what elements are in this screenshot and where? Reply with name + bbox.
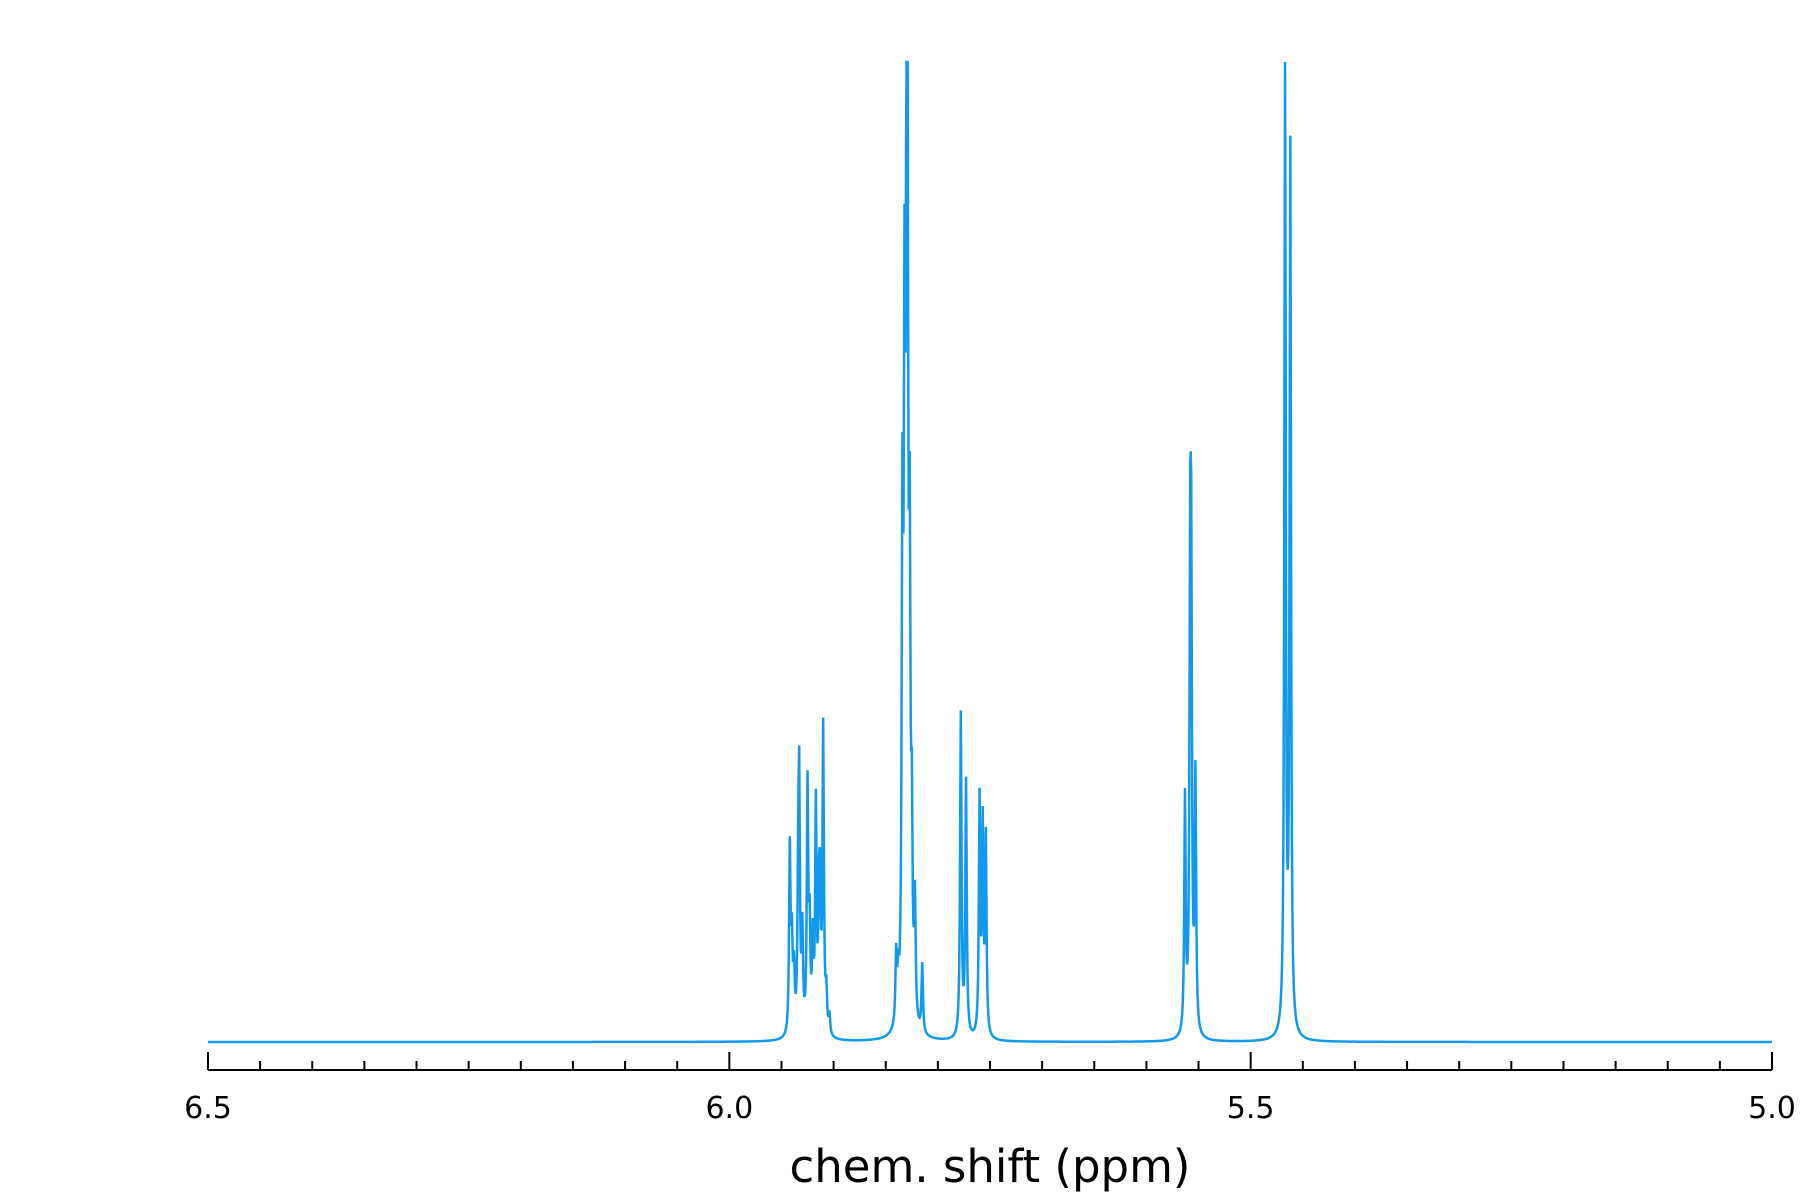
x-tick-label: 5.5 [1227, 1091, 1275, 1126]
x-tick-label: 6.5 [184, 1091, 232, 1126]
x-tick-label: 6.0 [705, 1091, 753, 1126]
x-axis-ticks [207, 1052, 1773, 1070]
x-axis-label: chem. shift (ppm) [790, 1140, 1191, 1193]
x-tick-label: 5.0 [1748, 1091, 1796, 1126]
spectrum-line [208, 60, 1772, 1044]
x-axis-tick-labels: 6.5 6.0 5.5 5.0 [184, 1091, 1796, 1126]
